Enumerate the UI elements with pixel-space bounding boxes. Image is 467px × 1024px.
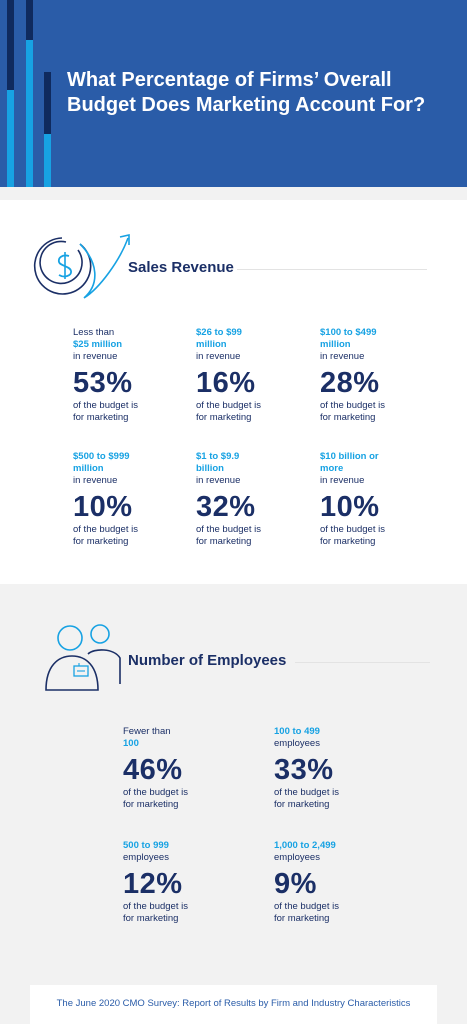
footer-source: The June 2020 CMO Survey: Report of Resu…	[56, 998, 411, 1009]
header-stripe	[44, 72, 51, 134]
stat-suffix: in revenue	[196, 351, 241, 362]
stat-range: $500 to $999 million	[73, 451, 130, 474]
stat-suffix: in revenue	[73, 351, 118, 362]
stat-range: 100	[123, 738, 139, 749]
stat-card-employees-100-499: 100 to 499 employees 33% of the budget i…	[274, 726, 394, 811]
section-divider	[237, 269, 427, 270]
stat-desc-line2: for marketing	[196, 536, 252, 547]
stat-percent: 28%	[320, 367, 380, 399]
stat-desc-line2: for marketing	[196, 412, 252, 423]
stat-percent: 53%	[73, 367, 133, 399]
employees-panel	[0, 584, 467, 981]
stat-desc-line1: of the budget is	[320, 524, 385, 535]
header-stripe	[26, 40, 33, 187]
page-title: What Percentage of Firms’ Overall Budget…	[67, 69, 426, 116]
stat-card-revenue-under-25m: Less than $25 million in revenue 53% of …	[73, 327, 193, 424]
stat-card-revenue-100-499m: $100 to $499 million in revenue 28% of t…	[320, 327, 440, 424]
stat-suffix: employees	[123, 852, 169, 863]
stat-desc-line2: for marketing	[123, 799, 179, 810]
header-stripe	[7, 0, 14, 90]
header-stripe	[7, 90, 14, 187]
stat-percent: 46%	[123, 754, 183, 786]
stat-card-revenue-500-999m: $500 to $999 million in revenue 10% of t…	[73, 451, 193, 548]
stat-percent: 10%	[320, 491, 380, 523]
stat-card-employees-500-999: 500 to 999 employees 12% of the budget i…	[123, 840, 243, 925]
stat-percent: 10%	[73, 491, 133, 523]
stat-card-employees-1000-2499: 1,000 to 2,499 employees 9% of the budge…	[274, 840, 394, 925]
stat-card-revenue-26-99m: $26 to $99 million in revenue 16% of the…	[196, 327, 316, 424]
header-stripe	[26, 0, 33, 40]
section-title-sales-revenue: Sales Revenue	[128, 259, 234, 276]
stat-card-employees-under-100: Fewer than 100 46% of the budget is for …	[123, 726, 243, 811]
stat-percent: 9%	[274, 868, 317, 900]
stat-desc-line2: for marketing	[73, 536, 129, 547]
stat-range: 500 to 999	[123, 840, 169, 851]
stat-desc-line1: of the budget is	[73, 524, 138, 535]
stat-prefix: Fewer than	[123, 726, 171, 737]
stat-suffix: employees	[274, 738, 320, 749]
stat-range: $100 to $499 million	[320, 327, 377, 350]
stat-range: $25 million	[73, 339, 123, 350]
stat-desc-line1: of the budget is	[73, 400, 138, 411]
section-title-number-of-employees: Number of Employees	[128, 652, 287, 669]
stat-desc-line1: of the budget is	[123, 787, 188, 798]
dollar-growth-icon	[33, 234, 130, 299]
stat-card-revenue-10b-plus: $10 billion or more in revenue 10% of th…	[320, 451, 440, 548]
stat-suffix: in revenue	[196, 475, 241, 486]
footer-panel	[30, 985, 437, 1024]
stat-prefix: Less than	[73, 327, 115, 338]
stat-range: 100 to 499	[274, 726, 320, 737]
stat-desc-line1: of the budget is	[274, 787, 339, 798]
header-stripe	[44, 134, 51, 187]
section-divider	[295, 662, 430, 663]
stat-percent: 16%	[196, 367, 256, 399]
stat-range: $26 to $99 million	[196, 327, 242, 350]
stat-range: $10 billion or more	[320, 451, 379, 474]
stat-suffix: in revenue	[320, 475, 365, 486]
stat-percent: 32%	[196, 491, 256, 523]
stat-desc-line1: of the budget is	[274, 901, 339, 912]
stat-percent: 33%	[274, 754, 334, 786]
sales-revenue-panel	[0, 200, 467, 584]
stat-desc-line2: for marketing	[320, 412, 376, 423]
stat-desc-line1: of the budget is	[196, 400, 261, 411]
stat-desc-line1: of the budget is	[320, 400, 385, 411]
stat-suffix: in revenue	[73, 475, 118, 486]
stat-percent: 12%	[123, 868, 183, 900]
stat-desc-line1: of the budget is	[196, 524, 261, 535]
stat-suffix: employees	[274, 852, 320, 863]
stat-range: 1,000 to 2,499	[274, 840, 336, 851]
stat-desc-line2: for marketing	[123, 913, 179, 924]
people-icon	[45, 624, 121, 691]
header-banner: What Percentage of Firms’ Overall Budget…	[0, 0, 467, 187]
stat-suffix: in revenue	[320, 351, 365, 362]
stat-desc-line2: for marketing	[274, 799, 330, 810]
stat-desc-line1: of the budget is	[123, 901, 188, 912]
stat-desc-line2: for marketing	[73, 412, 129, 423]
stat-desc-line2: for marketing	[274, 913, 330, 924]
stat-desc-line2: for marketing	[320, 536, 376, 547]
stat-card-revenue-1-9.9b: $1 to $9.9 billion in revenue 32% of the…	[196, 451, 316, 548]
stat-range: $1 to $9.9 billion	[196, 451, 240, 474]
